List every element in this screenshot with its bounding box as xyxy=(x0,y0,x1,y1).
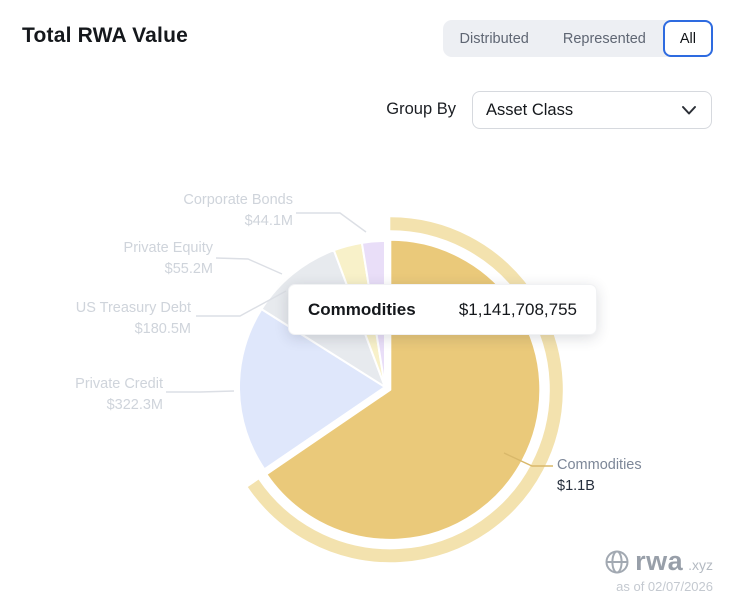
slice-label-corporate-bonds: Corporate Bonds $44.1M xyxy=(183,192,293,229)
slice-highlight-halo xyxy=(247,217,563,563)
tooltip-label: Commodities xyxy=(308,299,416,319)
view-tabs: Distributed Represented All xyxy=(442,20,713,57)
leader-commodities xyxy=(503,452,553,467)
chevron-down-icon xyxy=(682,106,696,115)
leader-private-credit xyxy=(166,390,235,393)
leader-private-equity xyxy=(215,257,283,275)
leader-lines xyxy=(166,212,553,467)
rwa-logo: rwa .xyz as of 02/07/2026 xyxy=(604,546,713,594)
leader-us-treasury-debt xyxy=(196,290,287,317)
pie-slice-private-credit[interactable] xyxy=(238,308,386,471)
tab-represented[interactable]: Represented xyxy=(546,20,663,57)
slice-label-us-treasury-debt: US Treasury Debt $180.5M xyxy=(75,300,191,337)
group-by-value: Asset Class xyxy=(486,100,574,119)
slice-label-private-equity: Private Equity $55.2M xyxy=(123,240,213,277)
chart-tooltip: Commodities $1,141,708,755 xyxy=(288,284,597,335)
globe-icon xyxy=(605,550,629,573)
logo-suffix: .xyz xyxy=(688,557,713,573)
slice-label-private-credit: Private Credit $322.3M xyxy=(75,376,163,413)
group-by-select[interactable]: Asset Class xyxy=(472,91,712,129)
page-title: Total RWA Value xyxy=(22,24,188,47)
tab-all[interactable]: All xyxy=(662,20,713,57)
tab-distributed[interactable]: Distributed xyxy=(443,20,546,57)
group-by-label: Group By xyxy=(386,100,456,118)
leader-corporate-bonds xyxy=(296,212,367,233)
slice-label-commodities: Commodities $1.1B xyxy=(557,457,642,494)
as-of-date: as of 02/07/2026 xyxy=(616,579,713,594)
tooltip-value: $1,141,708,755 xyxy=(458,299,577,319)
logo-text: rwa xyxy=(635,546,684,576)
